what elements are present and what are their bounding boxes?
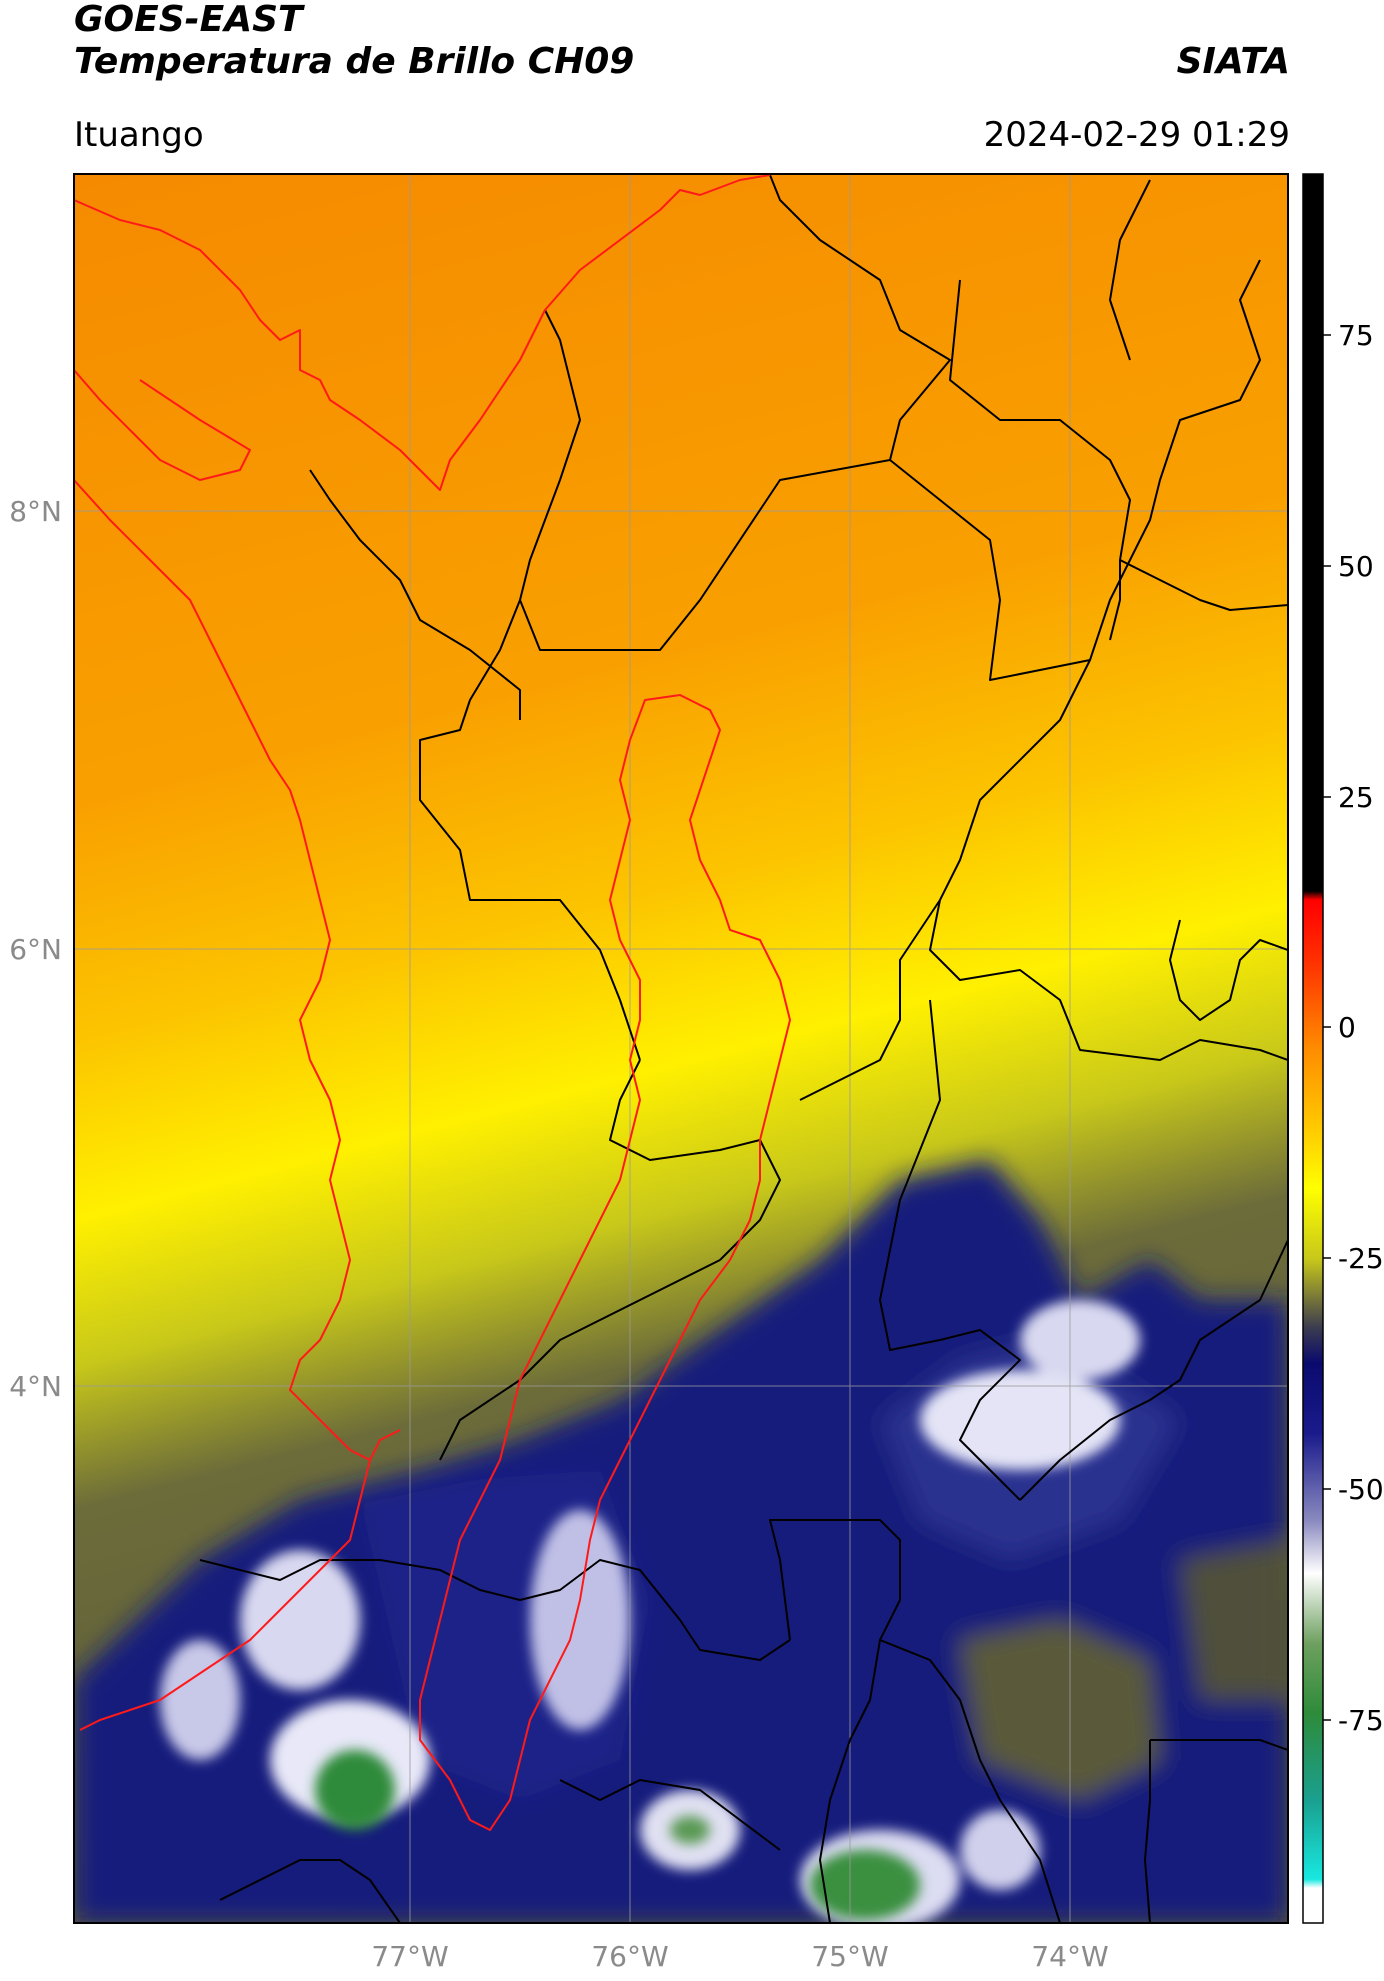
map-field	[74, 174, 1288, 1923]
title-product: Temperatura de Brillo CH09	[74, 41, 635, 82]
colorbar-label: 25	[1338, 781, 1374, 814]
colorbar	[1302, 173, 1324, 1924]
political-boundaries	[199, 174, 1288, 1923]
colorbar-label: -50	[1338, 1473, 1384, 1506]
lon-label: 76°W	[591, 1940, 668, 1973]
coastline	[74, 174, 771, 1731]
organization-label: SIATA	[1176, 41, 1290, 82]
map-frame	[73, 173, 1289, 1924]
lon-label: 74°W	[1031, 1940, 1108, 1973]
colorbar-label: -25	[1338, 1242, 1384, 1275]
colorbar-label: 75	[1338, 319, 1374, 352]
lat-label: 8°N	[9, 495, 62, 528]
location-label: Ituango	[74, 115, 204, 155]
coldest-tops	[315, 1750, 920, 1920]
graticule	[74, 174, 1288, 1923]
lat-label: 6°N	[9, 933, 62, 966]
lon-label: 75°W	[811, 1940, 888, 1973]
colorbar-ticks	[1323, 334, 1331, 1721]
colorbar-label: -75	[1338, 1704, 1384, 1737]
lat-label: 4°N	[9, 1370, 62, 1403]
colorbar-label: 0	[1338, 1011, 1356, 1044]
lon-label: 77°W	[371, 1940, 448, 1973]
title-satellite: GOES-EAST	[74, 0, 303, 40]
basin-outline	[419, 693, 792, 1832]
colorbar-label: 50	[1338, 550, 1374, 583]
datetime-label: 2024-02-29 01:29	[983, 115, 1290, 155]
